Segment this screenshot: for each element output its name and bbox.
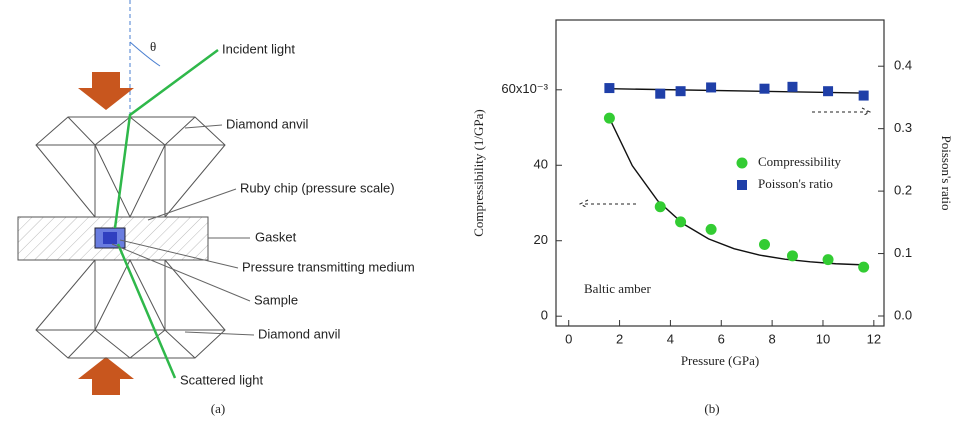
y-axis-label: Compressibility (1/GPa) <box>471 109 486 236</box>
chart: 0 2 4 6 8 10 12 0 20 40 60x10⁻³ 0.0 0.1 0.2 0.3 0.4 Pres… <box>471 20 954 368</box>
force-arrow <box>78 357 134 395</box>
x-tick-label: 2 <box>616 331 623 346</box>
y2-tick-label: 0.1 <box>894 245 912 260</box>
y2-axis-label: Poisson's ratio <box>939 136 954 211</box>
point <box>675 216 686 227</box>
annotation: Baltic amber <box>584 281 651 296</box>
y-tick-label: 40 <box>534 157 548 172</box>
x-tick-label: 10 <box>816 331 830 346</box>
label: Sample <box>254 292 298 307</box>
point <box>823 86 833 96</box>
force-arrow <box>78 72 134 110</box>
point <box>706 82 716 92</box>
point <box>759 84 769 94</box>
x-tick-label: 4 <box>667 331 674 346</box>
point <box>858 262 869 273</box>
label: Incident light <box>222 41 295 56</box>
y-tick-label: 0 <box>541 308 548 323</box>
y2-tick-label: 0.2 <box>894 183 912 198</box>
top-anvil <box>36 117 225 217</box>
caption: (b) <box>704 401 719 416</box>
label: θ <box>150 39 156 54</box>
label: Gasket <box>255 229 297 244</box>
point <box>676 86 686 96</box>
axis-arrow <box>812 108 870 116</box>
axis-arrow <box>580 200 636 208</box>
y-tick-label: 20 <box>534 232 548 247</box>
y-tick-label: 60x10⁻³ <box>501 81 548 96</box>
point <box>787 250 798 261</box>
figure: θ Incident light Diamond anvil Ruby chip… <box>0 0 964 424</box>
diagram <box>18 0 254 395</box>
y2-tick-label: 0.0 <box>894 307 912 322</box>
label: Pressure transmitting medium <box>242 259 415 274</box>
label: Ruby chip (pressure scale) <box>240 180 395 195</box>
point <box>706 224 717 235</box>
y2-tick-label: 0.4 <box>894 58 912 73</box>
fit-curve <box>609 118 863 265</box>
point <box>759 239 770 250</box>
legend-marker <box>737 180 747 190</box>
x-tick-label: 12 <box>867 331 881 346</box>
point <box>823 254 834 265</box>
x-tick-label: 8 <box>769 331 776 346</box>
label: Diamond anvil <box>258 326 340 341</box>
caption: (a) <box>211 401 225 416</box>
x-tick-label: 6 <box>718 331 725 346</box>
point <box>604 113 615 124</box>
x-axis-label: Pressure (GPa) <box>681 353 759 368</box>
point <box>604 83 614 93</box>
point <box>655 89 665 99</box>
label: Scattered light <box>180 372 263 387</box>
diagram-labels: θ Incident light Diamond anvil Ruby chip… <box>150 39 720 416</box>
legend-label: Compressibility <box>758 154 842 169</box>
legend-label: Poisson's ratio <box>758 176 833 191</box>
x-tick-label: 0 <box>565 331 572 346</box>
sample <box>103 232 117 244</box>
point <box>859 91 869 101</box>
point <box>655 201 666 212</box>
y2-tick-label: 0.3 <box>894 120 912 135</box>
label: Diamond anvil <box>226 116 308 131</box>
legend-marker <box>737 158 748 169</box>
point <box>787 82 797 92</box>
anvil-facets <box>36 117 225 217</box>
